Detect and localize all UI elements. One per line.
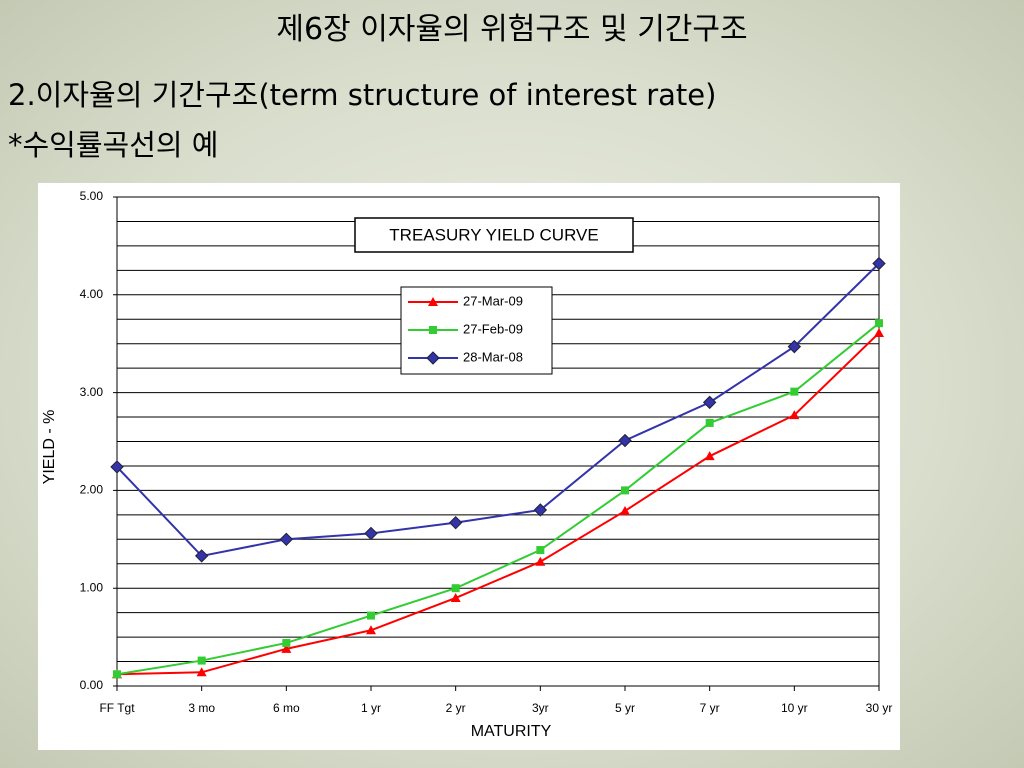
subheading: *수익률곡선의 예 [8, 128, 219, 162]
y-tick-label: 5.00 [80, 189, 104, 203]
marker [790, 387, 799, 396]
chart-title: TREASURY YIELD CURVE [389, 225, 598, 244]
marker [426, 351, 440, 365]
x-axis-label: MATURITY [471, 723, 552, 740]
x-tick-label: 30 yr [866, 701, 893, 715]
x-tick-label: 3yr [532, 701, 549, 715]
marker [536, 546, 545, 555]
legend-label: 27-Mar-09 [463, 293, 523, 308]
marker [366, 625, 376, 635]
x-tick-label: 5 yr [615, 701, 635, 715]
marker [197, 656, 206, 665]
marker [874, 327, 884, 337]
marker [872, 256, 886, 271]
series-line [116, 262, 880, 558]
legend-label: 28-Mar-08 [463, 349, 523, 364]
x-tick-label: 3 mo [188, 701, 215, 715]
x-tick-label: 6 mo [273, 701, 300, 715]
legend-label: 27-Feb-09 [463, 321, 523, 336]
marker [705, 418, 714, 427]
title-box [354, 217, 634, 253]
x-tick-label: 10 yr [781, 701, 808, 715]
y-tick-label: 4.00 [80, 287, 104, 301]
marker [110, 460, 124, 474]
marker [621, 486, 629, 495]
series-line [116, 322, 880, 676]
marker [875, 319, 883, 328]
marker [450, 592, 461, 602]
heading: 2.이자율의 기간구조(term structure of interest r… [8, 78, 717, 112]
marker [113, 670, 121, 679]
chart-panel [38, 183, 900, 750]
marker [429, 326, 437, 334]
marker [618, 433, 632, 448]
marker [194, 549, 209, 563]
y-tick-label: 2.00 [80, 483, 104, 497]
x-tick-label: 1 yr [361, 701, 381, 715]
x-tick-label: 7 yr [700, 701, 720, 715]
marker [428, 297, 438, 306]
marker [282, 638, 291, 647]
marker [448, 515, 463, 530]
marker [367, 611, 375, 620]
marker [279, 532, 294, 547]
y-tick-label: 3.00 [80, 385, 104, 399]
marker [533, 503, 548, 517]
marker [451, 584, 460, 593]
marker [281, 643, 292, 653]
y-tick-label: 0.00 [80, 678, 104, 692]
marker [364, 526, 378, 541]
marker [702, 395, 717, 410]
y-tick-label: 1.00 [80, 580, 104, 594]
marker [535, 556, 546, 566]
x-tick-label: FF Tgt [99, 701, 135, 715]
series-line [116, 332, 880, 676]
marker [704, 451, 715, 461]
marker [196, 667, 207, 677]
y-axis-label: YIELD - % [41, 410, 58, 485]
marker [787, 339, 802, 354]
marker [789, 410, 800, 420]
x-tick-label: 2 yr [446, 701, 466, 715]
marker [620, 505, 630, 515]
slide-title: 제6장 이자율의 위험구조 및 기간구조 [276, 12, 748, 47]
